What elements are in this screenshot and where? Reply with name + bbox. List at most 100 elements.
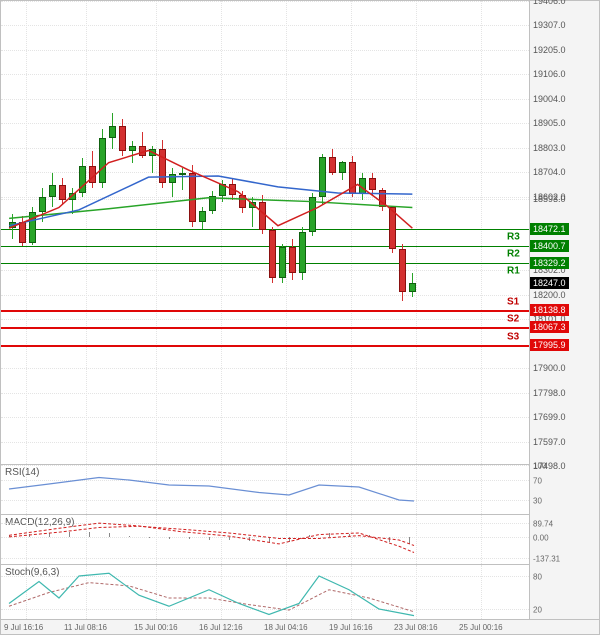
sr-line-r1 xyxy=(1,263,529,264)
x-axis-label: 19 Jul 16:16 xyxy=(329,623,373,632)
y-axis-label: 19004.0 xyxy=(533,94,566,104)
candle-body xyxy=(369,178,376,190)
macd-y-label: -137.31 xyxy=(533,555,560,564)
grid-h xyxy=(1,74,529,75)
candle-body xyxy=(319,157,326,197)
stoch-y-label: 20 xyxy=(533,606,542,615)
grid-v xyxy=(481,1,482,464)
candle-body xyxy=(19,222,26,243)
stoch-panel[interactable]: Stoch(9,6,3) xyxy=(0,565,530,620)
candle-body xyxy=(89,166,96,183)
sr-line-r2 xyxy=(1,246,529,247)
y-axis-label: 17597.0 xyxy=(533,437,566,447)
candle-body xyxy=(49,185,56,197)
moving-averages xyxy=(1,1,529,464)
y-axis-label: 18593.0 xyxy=(533,194,566,204)
candle-body xyxy=(269,230,276,278)
grid-v xyxy=(86,1,87,464)
sr-badge-s3: 17995.9 xyxy=(530,339,569,351)
sr-badge-s2: 18067.3 xyxy=(530,321,569,333)
y-axis-label: 18803.0 xyxy=(533,143,566,153)
candle-body xyxy=(259,202,266,230)
grid-h xyxy=(1,442,529,443)
grid-v xyxy=(221,1,222,464)
macd-lines-icon xyxy=(1,515,531,565)
candle-body xyxy=(129,146,136,151)
grid-h xyxy=(1,50,529,51)
rsi-y-label: 30 xyxy=(533,497,542,506)
candle-body xyxy=(329,157,336,173)
sr-line-s2 xyxy=(1,327,529,329)
candle-body xyxy=(79,166,86,193)
grid-h xyxy=(1,197,529,198)
x-axis-label: 11 Jul 08:16 xyxy=(64,623,107,632)
grid-h xyxy=(1,295,529,296)
candle-body xyxy=(249,202,256,208)
sr-label-s1: S1 xyxy=(507,296,519,307)
candle-wick xyxy=(182,168,183,190)
grid-h xyxy=(1,148,529,149)
grid-h xyxy=(1,417,529,418)
candle-body xyxy=(179,173,186,175)
y-axis-label: 18905.0 xyxy=(533,118,566,128)
grid-h xyxy=(1,123,529,124)
grid-v xyxy=(156,1,157,464)
sr-label-r2: R2 xyxy=(507,249,520,260)
candle-body xyxy=(339,162,346,173)
grid-v xyxy=(416,1,417,464)
candle-wick xyxy=(172,168,173,197)
sr-badge-r2: 18400.7 xyxy=(530,240,569,252)
grid-h xyxy=(1,1,529,2)
rsi-y-label: 100 xyxy=(533,462,546,471)
candle-body xyxy=(299,232,306,273)
candle-body xyxy=(119,126,126,152)
y-axis-label: 17699.0 xyxy=(533,412,566,422)
grid-h xyxy=(1,99,529,100)
y-axis-label: 18704.0 xyxy=(533,167,566,177)
candle-body xyxy=(159,149,166,183)
candle-body xyxy=(189,173,196,222)
sr-badge-s1: 18138.8 xyxy=(530,304,569,316)
candle-wick xyxy=(132,141,133,163)
y-axis-label: 19307.0 xyxy=(533,20,566,30)
sr-label-r1: R1 xyxy=(507,266,520,277)
candle-body xyxy=(99,138,106,183)
y-axis-label: 17900.0 xyxy=(533,363,566,373)
x-axis-label: 25 Jul 00:16 xyxy=(459,623,503,632)
candle-body xyxy=(149,149,156,156)
price-panel[interactable]: R3R2R1S1S2S3 xyxy=(0,0,530,465)
macd-y-label: 0.00 xyxy=(533,533,549,542)
x-axis-label: 16 Jul 12:16 xyxy=(199,623,243,632)
candle-body xyxy=(349,162,356,194)
candle-body xyxy=(239,195,246,208)
y-axis-label: 17798.0 xyxy=(533,388,566,398)
sr-badge-r1: 18329.2 xyxy=(530,257,569,269)
grid-h xyxy=(1,25,529,26)
grid-v xyxy=(286,1,287,464)
rsi-line-icon xyxy=(1,465,531,515)
candle-body xyxy=(199,211,206,222)
candle-body xyxy=(219,184,226,196)
grid-v xyxy=(26,1,27,464)
candle-body xyxy=(229,184,236,195)
current-price-marker: 18247.0 xyxy=(530,277,569,289)
stoch-lines-icon xyxy=(1,565,531,620)
candle-body xyxy=(9,222,16,228)
candle-body xyxy=(29,212,36,242)
macd-panel[interactable]: MACD(12,26,9) xyxy=(0,515,530,565)
x-axis-label: 9 Jul 16:16 xyxy=(4,623,43,632)
candle-body xyxy=(399,249,406,293)
grid-h xyxy=(1,319,529,320)
rsi-panel[interactable]: RSI(14) xyxy=(0,465,530,515)
sr-line-s3 xyxy=(1,345,529,347)
candle-body xyxy=(289,247,296,273)
x-axis-label: 18 Jul 04:16 xyxy=(264,623,308,632)
candle-body xyxy=(279,247,286,277)
grid-h xyxy=(1,368,529,369)
candle-body xyxy=(209,196,216,211)
x-axis-label: 15 Jul 00:16 xyxy=(134,623,178,632)
y-axis-label: 19406.0 xyxy=(533,0,566,6)
x-axis: 9 Jul 16:16 11 Jul 08:16 15 Jul 00:16 16 Ju… xyxy=(0,620,600,635)
candle-body xyxy=(309,197,316,231)
candle-body xyxy=(39,197,46,212)
